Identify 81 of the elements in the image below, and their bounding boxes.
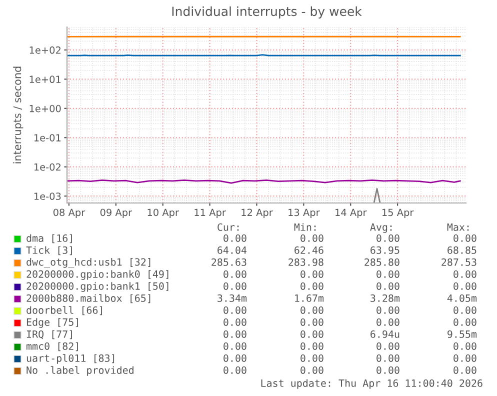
text: 9.55m: [448, 330, 477, 338]
text: 0.00: [224, 318, 246, 326]
text: 62.46: [294, 246, 324, 254]
y-tick-label: 1e-01: [34, 134, 61, 142]
text: 283.98: [288, 258, 324, 266]
text: 0.00: [454, 342, 476, 350]
y-tick-label: 1e+02: [30, 46, 60, 54]
legend-label: 2000b880.mailbox [65]: [26, 294, 150, 304]
text: 3.34m: [218, 294, 247, 302]
text: 0.00: [376, 306, 400, 314]
legend-label: Tick [3]: [26, 246, 72, 256]
x-tick-label: 08 Apr: [53, 208, 86, 218]
legend-label: dma [16]: [26, 234, 72, 244]
text: 0.00: [224, 270, 246, 278]
text: 0.00: [454, 354, 476, 362]
legend-label: dwc_otg_hcd:usb1 [32]: [26, 258, 150, 268]
text: 0.00: [300, 330, 324, 338]
legend-label: 20200000.gpio:bank0 [49]: [26, 270, 168, 280]
x-tick-label: 09 Apr: [100, 208, 132, 218]
text: 285.63: [212, 258, 246, 266]
legend-label: Edge [75]: [26, 318, 78, 328]
text: 0.00: [454, 270, 476, 278]
text: 0.00: [300, 282, 324, 290]
text: Last update: Thu Apr 16 11:00:40 2026: [261, 379, 482, 389]
y-tick-label: 1e+01: [30, 76, 61, 84]
text: 1.67m: [295, 294, 324, 302]
text: 0.00: [300, 306, 324, 314]
x-tick-label: 11 Apr: [194, 208, 226, 218]
text: 0.00: [300, 318, 324, 326]
text: 6.94u: [370, 330, 400, 338]
text: 0.00: [224, 330, 246, 338]
chart-title: Individual interrupts - by week: [172, 6, 362, 18]
y-axis-title: interrupts / second: [13, 66, 24, 164]
y-tick-label: 1e+00: [30, 104, 61, 112]
text: 0.00: [300, 354, 324, 362]
text: 0.00: [300, 234, 324, 242]
text: 4.05m: [447, 294, 477, 302]
legend-label: uart-pl011 [83]: [26, 354, 114, 364]
y-tick-label: 1e-03: [34, 192, 61, 200]
x-tick-label: 14 Apr: [336, 208, 367, 218]
text: 0.00: [454, 306, 476, 314]
text: 0.00: [224, 282, 246, 290]
x-tick-label: 15 Apr: [382, 208, 414, 218]
text: 3.28m: [370, 294, 400, 302]
legend-label: doorbell [66]: [26, 306, 102, 316]
legend-label: mmc0 [82]: [26, 342, 78, 352]
text: 0.00: [454, 282, 476, 290]
text: 63.95: [370, 246, 400, 254]
legend-label: No .label provided: [26, 366, 134, 376]
text: 0.00: [224, 306, 246, 314]
x-tick-label: 10 Apr: [148, 208, 179, 218]
text: Max:: [447, 223, 469, 231]
text: 0.00: [376, 366, 400, 374]
text: 64.04: [218, 246, 247, 254]
text: 0.00: [454, 234, 476, 242]
text: 0.00: [376, 282, 400, 290]
text: 0.00: [376, 342, 400, 350]
text: 0.00: [454, 366, 476, 374]
text: 287.53: [442, 258, 476, 266]
text: 0.00: [376, 318, 400, 326]
text: 0.00: [224, 234, 246, 242]
text: 0.00: [376, 270, 400, 278]
text: 0.00: [224, 354, 246, 362]
text: 0.00: [224, 342, 246, 350]
legend-label: IRQ [77]: [26, 330, 72, 340]
text: 0.00: [376, 234, 400, 242]
text: 0.00: [300, 270, 324, 278]
y-tick-label: 1e-02: [34, 163, 60, 171]
text: 0.00: [454, 318, 476, 326]
x-tick-label: 12 Apr: [242, 208, 273, 218]
x-tick-label: 13 Apr: [288, 208, 320, 218]
text: 0.00: [224, 366, 246, 374]
text: 0.00: [300, 342, 324, 350]
text: 68.85: [448, 246, 476, 254]
text: 285.80: [364, 258, 400, 266]
text: 0.00: [376, 354, 400, 362]
text: Min:: [294, 223, 316, 231]
text: Cur:: [218, 223, 239, 231]
legend-label: 20200000.gpio:bank1 [50]: [26, 282, 168, 292]
text: Avg:: [370, 223, 392, 233]
text: 0.00: [300, 366, 324, 374]
